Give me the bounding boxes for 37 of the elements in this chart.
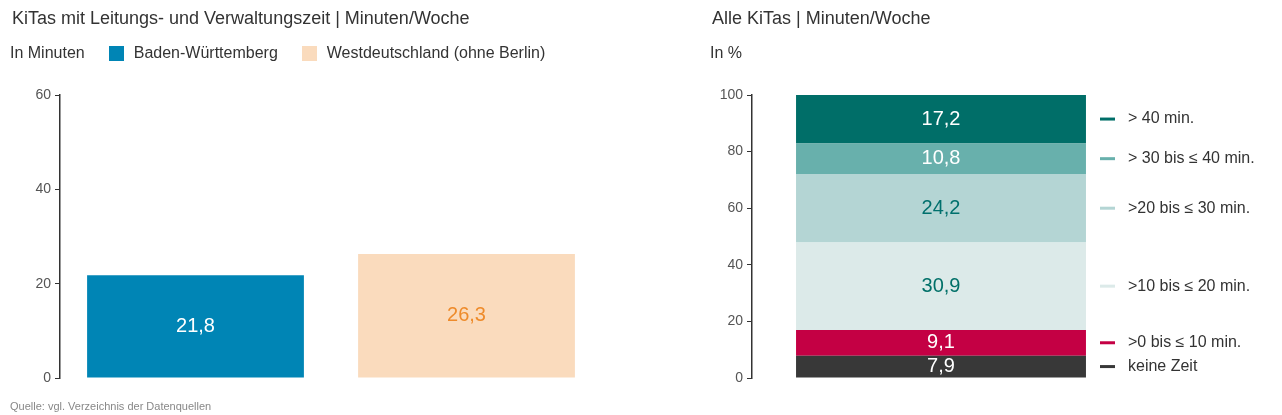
data-label: 26,3 (447, 303, 486, 326)
bar (796, 329, 1086, 356)
y-tick-label: 80 (727, 142, 744, 159)
data-label: 9,1 (927, 330, 955, 353)
bar (796, 143, 1086, 174)
y-tick-label: 0 (735, 368, 744, 385)
legend-label: > 30 bis ≤ 40 min. (1128, 149, 1255, 167)
data-label: 10,8 (921, 146, 961, 169)
data-label: 7,9 (927, 354, 955, 377)
y-tick-label: 40 (35, 180, 52, 197)
y-tick-label: 40 (727, 255, 744, 272)
legend-label: Baden-Württemberg (133, 44, 278, 62)
y-tick-label: 60 (727, 199, 744, 216)
legend-label: >0 bis ≤ 10 min. (1128, 333, 1242, 351)
legend-label: keine Zeit (1128, 356, 1198, 374)
y-tick-label: 20 (727, 312, 744, 329)
y-tick-label: 100 (719, 85, 744, 102)
y-axis-title: In % (710, 44, 743, 62)
data-label: 30,9 (921, 273, 961, 296)
legend-label: >10 bis ≤ 20 min. (1128, 276, 1251, 294)
bar (796, 95, 1086, 144)
bar (796, 355, 1086, 378)
data-label: 24,2 (921, 195, 961, 218)
legend-label: Westdeutschland (ohne Berlin) (326, 44, 546, 62)
y-tick-label: 60 (35, 85, 52, 102)
chart-title: KiTas mit Leitungs- und Verwaltungszeit | Minuten/Woche (12, 8, 470, 29)
bar (796, 173, 1086, 243)
legend-label: >20 bis ≤ 30 min. (1128, 198, 1251, 216)
chart-title: Alle KiTas | Minuten/Woche (712, 8, 931, 29)
y-tick-label: 0 (43, 368, 52, 385)
data-label: 21,8 (176, 313, 215, 336)
source-note: Quelle: vgl. Verzeichnis der Datenquellen (10, 400, 212, 412)
bar (796, 242, 1086, 330)
y-tick-label: 20 (35, 274, 52, 291)
y-axis-title: In Minuten (10, 44, 85, 62)
data-label: 17,2 (921, 106, 961, 129)
legend-label: > 40 min. (1128, 109, 1195, 127)
